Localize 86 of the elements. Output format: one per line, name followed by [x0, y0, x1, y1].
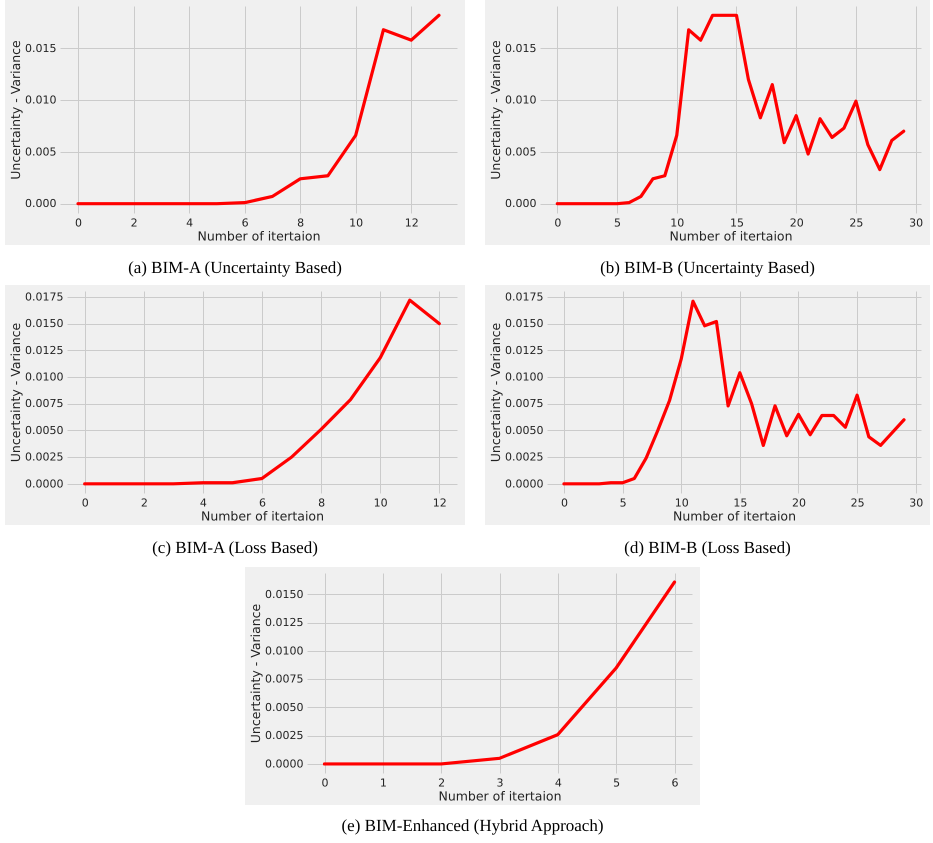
y-tick-label: 0.0050 [25, 424, 64, 437]
x-tick-label: 0 [554, 216, 562, 230]
x-tick-label: 25 [850, 496, 865, 510]
y-tick-label: 0.000 [25, 197, 56, 210]
y-tick-label: 0.0000 [25, 477, 64, 490]
x-axis-title: Number of itertaion [200, 508, 324, 524]
y-tick-label: 0.0050 [265, 700, 304, 714]
line-series [556, 14, 906, 206]
x-tick-label: 3 [496, 776, 504, 790]
x-tick-label: 6 [242, 216, 249, 230]
line-series [322, 580, 676, 766]
x-tick-label: 6 [259, 496, 266, 510]
text: (e) BIM-Enhanced (Hybrid Approach) [340, 816, 604, 836]
x-tick-label: 0 [322, 776, 328, 790]
y-tick-label: 0.0100 [265, 644, 304, 658]
y-tick-label: 0.0125 [265, 616, 304, 630]
x-tick-label: 20 [790, 216, 804, 230]
text: (c) BIM-A (Loss Based) [151, 538, 319, 558]
y-tick-label: 0.0100 [505, 370, 544, 384]
x-tick-label: 2 [438, 776, 446, 790]
y-tick-label: 0.0075 [505, 397, 544, 410]
x-axis-title: Number of itertaion [438, 788, 562, 804]
x-tick-label: 10 [374, 496, 388, 510]
x-tick-label: 2 [130, 216, 138, 230]
line-series [76, 14, 441, 206]
y-tick-label: 0.0150 [505, 317, 544, 330]
x-tick-label: 4 [554, 776, 562, 790]
x-tick-label: 1 [380, 776, 387, 790]
y-tick-label: 0.0100 [25, 370, 64, 384]
x-tick-label: 25 [849, 216, 864, 230]
x-tick-label: 8 [297, 216, 304, 230]
x-tick-label: 10 [349, 216, 364, 230]
x-axis-title: Number of itertaion [197, 228, 321, 244]
y-tick-label: 0.0150 [265, 588, 304, 601]
x-tick-label: 0 [75, 216, 82, 230]
y-tick-label: 0.015 [25, 42, 56, 55]
x-tick-label: 12 [432, 496, 447, 510]
x-tick-label: 5 [620, 496, 627, 510]
y-tick-label: 0.0025 [505, 450, 544, 464]
x-tick-label: 4 [186, 216, 194, 230]
x-tick-label: 6 [672, 776, 678, 790]
y-tick-label: 0.0025 [25, 450, 64, 464]
x-tick-label: 4 [200, 496, 207, 510]
y-tick-label: 0.0125 [25, 344, 64, 357]
x-tick-label: 8 [318, 496, 326, 510]
line-series [562, 300, 906, 486]
y-tick-label: 0.010 [25, 94, 56, 107]
y-tick-label: 0.0075 [265, 672, 304, 686]
x-tick-label: 15 [730, 216, 744, 230]
y-tick-label: 0.0175 [505, 290, 544, 304]
text: (a) BIM-A (Uncertainty Based) [127, 258, 343, 278]
x-tick-label: 12 [404, 216, 419, 230]
x-tick-label: 5 [613, 776, 620, 790]
y-tick-label: 0.0175 [25, 290, 64, 304]
y-tick-label: 0.0000 [505, 477, 544, 490]
x-tick-label: 0 [82, 496, 89, 510]
y-axis-title: Uncertainty - Variance [488, 40, 504, 180]
x-tick-label: 10 [670, 216, 684, 230]
y-tick-label: 0.010 [505, 94, 536, 107]
y-tick-label: 0.015 [505, 42, 536, 55]
x-axis-title: Number of itertaion [672, 508, 796, 524]
x-tick-label: 2 [140, 496, 148, 510]
y-tick-label: 0.0125 [505, 344, 544, 357]
y-tick-label: 0.0050 [505, 424, 544, 437]
text: (b) BIM-B (Uncertainty Based) [599, 258, 816, 278]
y-tick-label: 0.0025 [265, 729, 304, 742]
text: (d) BIM-B (Loss Based) [623, 538, 792, 558]
y-tick-label: 0.0000 [265, 757, 304, 770]
y-tick-label: 0.005 [25, 145, 56, 158]
x-tick-label: 0 [561, 496, 568, 510]
y-tick-label: 0.0075 [25, 397, 64, 410]
x-axis-title: Number of itertaion [669, 228, 793, 244]
x-tick-label: 5 [614, 216, 622, 230]
x-tick-label: 30 [909, 216, 924, 230]
y-axis-title: Uncertainty - Variance [8, 322, 24, 462]
y-axis-title: Uncertainty - Variance [248, 603, 264, 744]
y-axis-title: Uncertainty - Variance [488, 322, 504, 462]
x-tick-label: 15 [733, 496, 748, 510]
y-tick-label: 0.000 [505, 197, 536, 210]
x-tick-label: 10 [674, 496, 689, 510]
y-tick-label: 0.0150 [25, 317, 64, 330]
line-series [83, 298, 441, 486]
y-tick-label: 0.005 [505, 145, 536, 158]
x-tick-label: 20 [792, 496, 806, 510]
y-axis-title: Uncertainty - Variance [8, 40, 24, 180]
x-tick-label: 30 [909, 496, 924, 510]
